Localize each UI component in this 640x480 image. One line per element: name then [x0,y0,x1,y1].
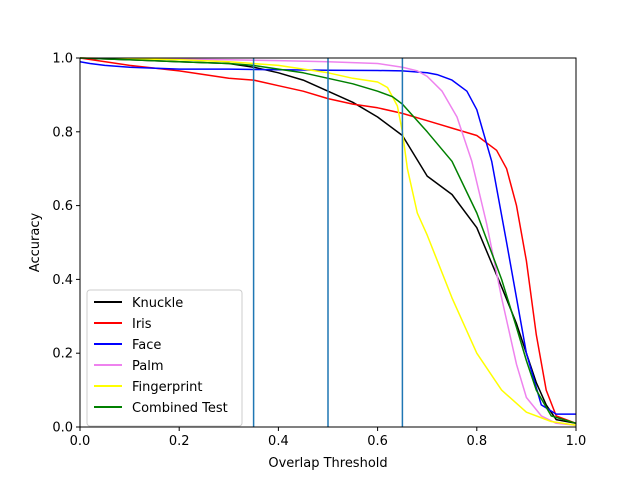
series-line-palm [79,57,577,426]
y-tick-label: 0.0 [52,421,73,436]
legend-label: Combined Test [132,401,228,416]
x-tick-label: 0.0 [70,434,91,449]
legend-box [86,289,243,427]
y-axis-ticks: 0.0 0.2 0.4 0.6 0.8 1.0 [52,52,80,436]
y-tick-label: 1.0 [52,52,73,67]
x-tick-label: 0.8 [466,434,487,449]
x-tick-label: 0.6 [367,434,388,449]
plot-frame [79,57,577,428]
y-tick-label: 0.8 [52,125,73,140]
x-tick-label: 0.4 [268,434,289,449]
legend-label: Face [132,338,161,353]
y-tick-label: 0.6 [52,199,73,214]
legend-label: Palm [132,359,164,374]
threshold-lines [252,58,404,427]
series-line-face [79,60,576,415]
y-tick-label: 0.2 [52,347,73,362]
series-line-fingerprint [79,57,577,426]
series-line-combined-test [79,57,577,425]
x-axis-ticks: 0.0 0.2 0.4 0.6 0.8 1.0 [70,427,587,449]
legend-label: Iris [132,317,152,332]
plot-lines [79,57,577,426]
legend: Knuckle Iris Face Palm Fingerprint Combined T… [86,289,243,427]
x-axis-title: Overlap Threshold [268,456,387,471]
x-tick-label: 1.0 [566,434,587,449]
legend-label: Fingerprint [132,380,203,395]
x-tick-label: 0.2 [169,434,190,449]
y-tick-label: 0.4 [52,273,73,288]
legend-label: Knuckle [132,296,183,311]
y-axis-title: Accuracy [28,213,43,273]
